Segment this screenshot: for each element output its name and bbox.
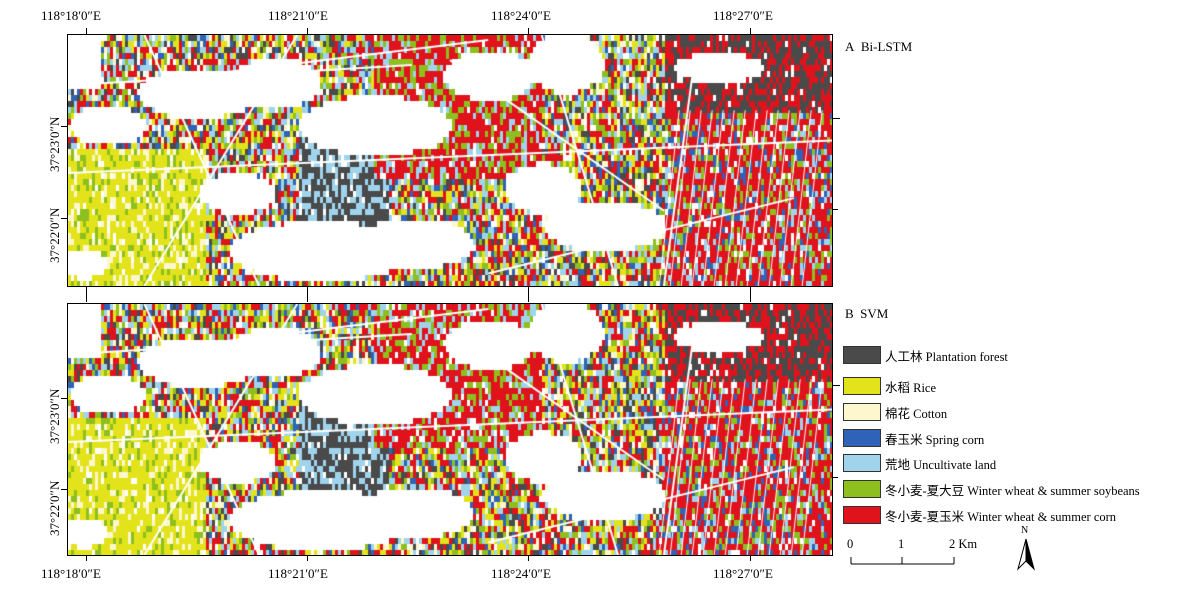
legend-swatch [843,403,881,421]
north-arrow-icon [1017,538,1035,571]
legend-swatch [843,480,881,498]
tick-mid-3 [528,286,529,302]
legend-item-rice: 水稻 Rice [843,376,936,396]
lat-label-a-1: 37°23′0″N [47,116,62,172]
tick-right-b-2 [832,477,838,478]
classification-map-a [68,35,832,286]
legend-item-wheat-corn: 冬小麦-夏玉米 Winter wheat & summer corn [843,505,1116,525]
legend-label: 冬小麦-夏大豆 Winter wheat & summer soybeans [885,483,1140,498]
tick-bottom-1 [86,555,87,561]
legend-item-cotton: 棉花 Cotton [843,402,947,422]
legend-label: 冬小麦-夏玉米 Winter wheat & summer corn [885,509,1117,524]
scale-label-2: 2 Km [949,537,978,551]
legend-item-wheat-soybeans: 冬小麦-夏大豆 Winter wheat & summer soybeans [843,479,1140,499]
tick-mid-2 [307,286,308,302]
legend-swatch [843,454,881,472]
legend-item-uncultivated-land: 荒地 Uncultivate land [843,453,996,473]
tick-mid-4 [750,286,751,302]
lat-label-a-2: 37°22′0″N [47,207,62,263]
legend-label: 荒地 Uncultivate land [885,457,997,472]
legend-label: 人工林 Plantation forest [885,349,1008,364]
panel-letter-b: B [845,306,854,321]
legend-item-plantation-forest: 人工林 Plantation forest [843,345,1008,365]
legend-swatch [843,346,881,364]
legend-item-spring-corn: 春玉米 Spring corn [843,428,984,448]
tick-mid-1 [86,286,87,302]
legend-swatch [843,429,881,447]
scale-bar: 0 1 2 Km [847,537,977,577]
scale-label-0: 0 [847,537,854,551]
panel-title-a: A Bi-LSTM [845,39,912,55]
lon-label-bottom-4: 118°27′0″E [713,566,773,581]
scale-label-1: 1 [898,537,905,551]
map-panel-b [67,303,833,556]
tick-top-a-4 [750,28,751,34]
lon-label-top-1: 118°18′0″E [41,8,101,23]
lon-label-bottom-2: 118°21′0″E [268,566,328,581]
panel-method-b: SVM [860,306,889,321]
tick-right-b-1 [832,385,840,386]
map-panel-a [67,34,833,287]
tick-left-b-1 [61,398,67,399]
lat-label-b-1: 37°23′0″N [47,388,62,444]
tick-left-b-2 [61,489,67,490]
tick-left-a-1 [61,126,67,127]
legend-swatch [843,506,881,524]
north-arrow: N [1014,525,1038,573]
lon-label-top-4: 118°27′0″E [713,8,773,23]
tick-top-a-3 [528,28,529,34]
tick-left-a-2 [61,218,67,219]
panel-method-a: Bi-LSTM [860,39,913,54]
legend-swatch [843,377,881,395]
tick-right-a-2 [832,209,838,210]
lon-label-top-3: 118°24′0″E [491,8,551,23]
tick-top-a-1 [86,28,87,34]
tick-top-a-2 [307,28,308,34]
north-label: N [1021,525,1029,536]
legend-label: 棉花 Cotton [885,406,948,421]
legend-label: 水稻 Rice [885,380,937,395]
tick-right-a-1 [832,118,840,119]
panel-letter-a: A [845,39,855,54]
tick-bottom-3 [528,555,529,561]
legend-label: 春玉米 Spring corn [885,432,985,447]
tick-bottom-4 [750,555,751,561]
lon-label-top-2: 118°21′0″E [268,8,328,23]
classification-map-b [68,304,832,555]
panel-title-b: B SVM [845,306,888,322]
lon-label-bottom-3: 118°24′0″E [491,566,551,581]
tick-bottom-2 [307,555,308,561]
lon-label-bottom-1: 118°18′0″E [41,566,101,581]
scale-bar-line [850,557,955,565]
